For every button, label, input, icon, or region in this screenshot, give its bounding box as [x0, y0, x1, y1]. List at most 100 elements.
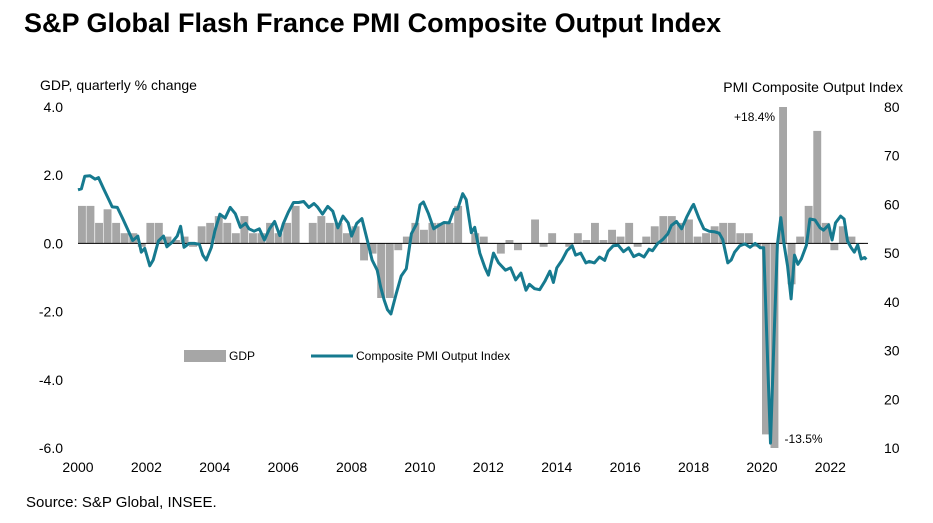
gdp-bar	[343, 233, 351, 244]
gdp-bar	[642, 236, 651, 244]
gdp-bar	[197, 226, 206, 244]
y-right-tick-label: 10	[884, 440, 900, 456]
y-left-tick-label: 2.0	[44, 167, 64, 183]
gdp-bar	[377, 243, 386, 298]
y-right-tick-label: 80	[884, 99, 900, 115]
gdp-bar	[787, 243, 796, 285]
source-note: Source: S&P Global, INSEE.	[26, 494, 217, 511]
y-left-tick-label: -4.0	[39, 372, 63, 388]
x-tick-label: 2006	[268, 459, 299, 475]
gdp-bar	[411, 222, 420, 244]
x-tick-label: 2000	[62, 459, 93, 475]
annotation-label: -13.5%	[785, 432, 823, 446]
gdp-bar	[206, 222, 215, 244]
x-tick-label: 2008	[336, 459, 367, 475]
gdp-bar	[274, 233, 283, 244]
gdp-bar	[676, 222, 685, 244]
gdp-bar	[531, 219, 539, 244]
gdp-bar	[112, 222, 121, 244]
gdp-bar	[591, 222, 599, 244]
gdp-bar	[479, 236, 488, 244]
gdp-bar	[120, 233, 129, 244]
gdp-bar	[146, 222, 155, 244]
gdp-bar	[565, 243, 574, 247]
gdp-bar	[223, 222, 232, 244]
gdp-bar	[548, 233, 557, 244]
x-tick-label: 2020	[746, 459, 777, 475]
gdp-bar	[616, 236, 625, 244]
y-right-tick-label: 50	[884, 245, 900, 261]
gdp-bar	[78, 205, 86, 244]
gdp-bar	[103, 209, 112, 244]
gdp-bar	[650, 226, 659, 244]
x-tick-label: 2004	[199, 459, 230, 475]
y-right-axis-label: PMI Composite Output Index	[723, 79, 903, 95]
gdp-bar	[838, 226, 847, 244]
gdp-bar	[317, 216, 326, 244]
x-tick-label: 2010	[404, 459, 435, 475]
y-right-tick-label: 70	[884, 148, 900, 164]
x-tick-label: 2018	[678, 459, 709, 475]
gdp-bar	[189, 243, 197, 247]
gdp-bar	[505, 240, 514, 244]
gdp-bar	[702, 233, 710, 244]
legend: GDP Composite PMI Output Index	[184, 349, 510, 363]
y-left-axis-label: GDP, quarterly % change	[40, 77, 197, 93]
gdp-bar	[240, 216, 249, 244]
gdp-bar	[685, 219, 693, 244]
gdp-bar	[291, 205, 300, 244]
y-left-ticks: 4.0 2.0 0.0 -2.0 -4.0 -6.0	[39, 99, 63, 456]
x-ticks: 2000 2002 2004 2006 2008 2010 2012 2014 2016 2018…	[62, 459, 846, 475]
gdp-bar	[659, 216, 668, 244]
y-right-tick-label: 30	[884, 343, 900, 359]
gdp-bar	[736, 233, 745, 244]
y-right-tick-label: 40	[884, 294, 900, 310]
y-left-tick-label: -2.0	[39, 304, 63, 320]
gdp-bar	[727, 222, 736, 244]
gdp-bar	[573, 233, 582, 244]
gdp-bar	[308, 222, 317, 244]
gdp-bar	[813, 130, 822, 244]
gdp-bar	[231, 233, 240, 244]
y-right-tick-label: 60	[884, 196, 900, 212]
gdp-bar	[163, 236, 172, 244]
gdp-bar	[385, 243, 394, 298]
chart-title: S&P Global Flash France PMI Composite Ou…	[24, 8, 722, 38]
gdp-bar	[214, 216, 223, 244]
gdp-bar	[351, 226, 360, 244]
gdp-bar	[454, 205, 463, 244]
gdp-bar	[496, 243, 505, 254]
gdp-bar	[172, 240, 180, 244]
gdp-bar	[719, 222, 728, 244]
gdp-bar	[710, 226, 719, 244]
y-right-tick-label: 20	[884, 391, 900, 407]
gdp-bar	[420, 229, 428, 244]
gdp-bar	[437, 222, 445, 244]
annotations: +18.4% -13.5%	[734, 110, 823, 446]
gdp-bar	[86, 205, 95, 244]
gdp-bar	[582, 240, 591, 244]
gdp-bar	[283, 222, 292, 244]
gdp-bar	[137, 243, 146, 247]
gdp-bar	[821, 222, 830, 244]
gdp-bar	[154, 222, 163, 244]
gdp-bar	[95, 222, 103, 244]
gdp-bar	[779, 107, 787, 244]
pmi-line	[77, 174, 868, 445]
y-right-ticks: 80 70 60 50 40 30 20 10	[884, 99, 900, 456]
x-tick-label: 2002	[131, 459, 162, 475]
x-tick-label: 2016	[610, 459, 641, 475]
gdp-bar	[325, 222, 334, 244]
gdp-bar	[847, 236, 856, 244]
gdp-bar	[625, 222, 634, 244]
gdp-bar	[428, 222, 437, 244]
legend-pmi-label: Composite PMI Output Index	[356, 349, 510, 363]
gdp-bar	[744, 233, 753, 244]
y-left-tick-label: -6.0	[39, 440, 63, 456]
gdp-bar	[539, 243, 548, 247]
gdp-bar	[402, 236, 411, 244]
gdp-bar	[693, 236, 702, 244]
gdp-bar	[599, 240, 608, 244]
gdp-bar	[368, 243, 377, 254]
